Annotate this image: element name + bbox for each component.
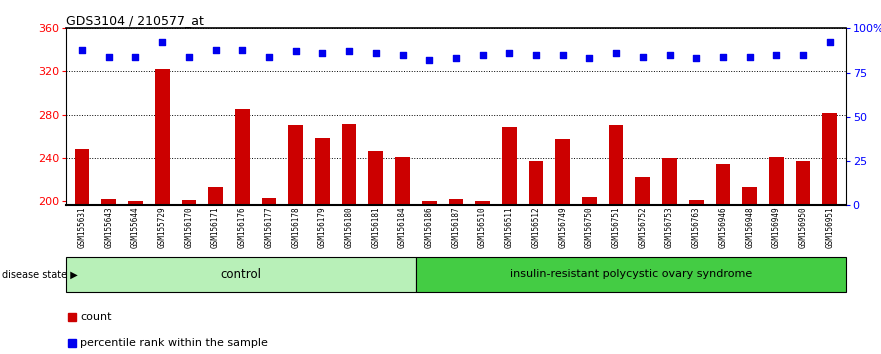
Point (689, 56, 703, 61)
Point (609, 50, 623, 56)
Bar (663, 158, 677, 205)
Point (75, 47, 89, 52)
Point (155, 40, 169, 45)
Bar (396, 157, 410, 205)
Text: GSM156750: GSM156750 (585, 206, 594, 248)
Text: GSM155729: GSM155729 (158, 206, 167, 248)
Text: GSM156751: GSM156751 (611, 206, 620, 248)
Bar (422, 201, 437, 205)
Point (636, 54, 650, 59)
Text: control: control (220, 268, 262, 281)
Point (448, 56, 463, 61)
Bar (262, 198, 277, 205)
Point (663, 52, 677, 58)
Bar (609, 125, 624, 205)
Text: GSM156949: GSM156949 (772, 206, 781, 248)
Point (743, 54, 757, 59)
Bar (368, 152, 383, 205)
Point (769, 52, 783, 58)
Bar (689, 200, 704, 205)
Text: GSM156948: GSM156948 (745, 206, 754, 248)
Bar (769, 157, 784, 205)
Point (716, 54, 730, 59)
Point (129, 54, 143, 59)
Point (556, 52, 570, 58)
Text: insulin-resistant polycystic ovary syndrome: insulin-resistant polycystic ovary syndr… (509, 269, 751, 279)
Point (209, 47, 223, 52)
Bar (128, 201, 143, 205)
Text: GSM155644: GSM155644 (131, 206, 140, 248)
Text: GSM156177: GSM156177 (264, 206, 273, 248)
Point (262, 54, 276, 59)
Bar (181, 200, 196, 205)
Text: GSM156510: GSM156510 (478, 206, 487, 248)
Bar (715, 164, 730, 205)
Bar (822, 113, 837, 205)
Point (796, 52, 811, 58)
Bar (743, 187, 757, 205)
Point (422, 57, 436, 63)
Text: GSM156187: GSM156187 (451, 206, 461, 248)
Bar (796, 161, 811, 205)
Text: GSM155643: GSM155643 (104, 206, 114, 248)
Point (396, 52, 410, 58)
Bar (235, 109, 249, 205)
Text: GSM156511: GSM156511 (505, 206, 514, 248)
Text: GSM156184: GSM156184 (398, 206, 407, 248)
Text: count: count (80, 312, 112, 322)
Point (101, 54, 115, 59)
Bar (448, 199, 463, 205)
Text: GSM156170: GSM156170 (184, 206, 194, 248)
Text: percentile rank within the sample: percentile rank within the sample (80, 338, 268, 348)
Text: GSM156763: GSM156763 (692, 206, 700, 248)
Text: GSM156946: GSM156946 (718, 206, 728, 248)
Text: GSM155631: GSM155631 (78, 206, 86, 248)
Text: GSM156171: GSM156171 (211, 206, 220, 248)
Text: GSM156178: GSM156178 (292, 206, 300, 248)
Point (289, 48, 303, 54)
Text: GSM156749: GSM156749 (559, 206, 567, 248)
Bar (529, 161, 544, 205)
Bar (502, 126, 516, 205)
Bar (555, 139, 570, 205)
Text: GSM156951: GSM156951 (825, 206, 834, 248)
Bar (635, 177, 650, 205)
Point (502, 50, 516, 56)
Bar (288, 125, 303, 205)
Text: GSM156176: GSM156176 (238, 206, 247, 248)
Text: GSM156512: GSM156512 (531, 206, 541, 248)
Text: GSM156179: GSM156179 (318, 206, 327, 248)
Point (235, 47, 249, 52)
Bar (475, 201, 490, 205)
Point (823, 40, 837, 45)
Bar (75, 149, 90, 205)
Bar (315, 138, 329, 205)
Text: GDS3104 / 210577_at: GDS3104 / 210577_at (66, 14, 204, 27)
Point (342, 48, 356, 54)
Text: GSM156752: GSM156752 (639, 206, 648, 248)
Point (476, 52, 490, 58)
Point (582, 56, 596, 61)
Bar (416, 257, 846, 292)
Text: GSM156186: GSM156186 (425, 206, 433, 248)
Text: GSM156181: GSM156181 (371, 206, 381, 248)
Bar (101, 199, 116, 205)
Point (529, 52, 543, 58)
Bar (582, 197, 596, 205)
Text: GSM156950: GSM156950 (798, 206, 808, 248)
Text: GSM156180: GSM156180 (344, 206, 353, 248)
Bar (342, 124, 357, 205)
Point (181, 54, 196, 59)
Point (369, 50, 383, 56)
Bar (208, 187, 223, 205)
Text: GSM156753: GSM156753 (665, 206, 674, 248)
Bar (66, 257, 416, 292)
Bar (155, 69, 169, 205)
Text: disease state ▶: disease state ▶ (2, 269, 78, 279)
Point (315, 50, 329, 56)
